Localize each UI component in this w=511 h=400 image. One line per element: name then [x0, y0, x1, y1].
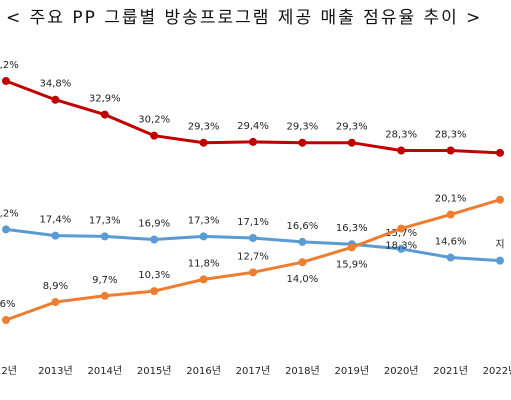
series-1-data-label: 17,4%	[40, 215, 72, 226]
series-2-data-label: 8,9%	[43, 281, 68, 292]
series-0-point	[100, 110, 109, 119]
series-0-point	[298, 138, 307, 147]
series-2-point	[249, 268, 257, 277]
series-2-point	[199, 275, 208, 284]
series-2-point	[397, 224, 406, 233]
series-0-point	[150, 131, 159, 140]
x-tick-label: 2015년	[137, 365, 172, 377]
series-layer: 7,2% 34,8% 32,9% 30,2% 29,3% 29,4% 29,3% 29,3% 2…	[0, 60, 505, 324]
series-1-data-label: 14,6%	[435, 237, 467, 248]
series-0-point	[249, 137, 257, 146]
series-0-data-label: 32,9%	[89, 94, 121, 105]
series-1-point	[199, 232, 208, 241]
series-2-data-label: 20,1%	[435, 194, 467, 205]
series-0-point	[2, 77, 10, 85]
series-2-point	[496, 195, 504, 204]
series-0-data-label: 29,3%	[336, 122, 368, 133]
series-1-point	[496, 256, 504, 265]
series-0-data-label: 30,2%	[138, 115, 170, 126]
series-0-data-label: 7,2%	[0, 60, 19, 71]
series-2-data-label: 15,9%	[336, 259, 368, 270]
series-0-data-label: 29,4%	[237, 121, 269, 132]
series-1-point	[249, 233, 257, 242]
series-0-point	[397, 146, 406, 155]
series-1-point	[51, 231, 60, 240]
x-tick-label: 2020년	[384, 365, 419, 377]
series-2-point	[100, 291, 109, 300]
series-1-data-label: 8,2%	[0, 208, 19, 219]
series-2-point	[2, 316, 10, 324]
series-2-point	[298, 258, 307, 267]
x-tick-label: 2016년	[186, 365, 221, 377]
series-2-data-label: 10,3%	[138, 270, 170, 281]
series-1-point	[2, 225, 10, 234]
chart-title: < 주요 PP 그룹별 방송프로그램 제공 매출 점유율 추이 >	[6, 8, 483, 28]
series-2-point	[347, 243, 356, 252]
series-2-data-label: 11,8%	[188, 258, 220, 269]
series-1-data-label: 16,6%	[287, 221, 319, 232]
x-axis-ticks: 12년 2013년 2014년 2015년 2016년 2017년 2018년 2019년 20…	[0, 365, 511, 377]
x-tick-label: 2022년	[483, 365, 511, 377]
series-1-point	[397, 244, 406, 253]
series-0-data-label: 29,3%	[287, 122, 319, 133]
series-2-data-label: 18,3%	[385, 241, 417, 252]
series-2-data-label: 12,7%	[237, 251, 269, 262]
series-2-data-label: 14,0%	[287, 274, 319, 285]
series-0-data-label: 28,3%	[435, 130, 467, 141]
x-tick-label: 2014년	[87, 365, 122, 377]
series-1-data-label: 17,1%	[237, 217, 269, 228]
series-1-data-label: 17,3%	[188, 215, 220, 226]
series-0-point	[199, 138, 208, 147]
series-2-data-label: 9,7%	[92, 275, 117, 286]
series-2-point	[51, 298, 60, 307]
series-0-data-label: 28,3%	[385, 130, 417, 141]
x-tick-label: 2021년	[433, 365, 468, 377]
series-1-point	[446, 253, 455, 262]
x-tick-label: 2017년	[236, 365, 271, 377]
series-0-point	[347, 138, 356, 147]
x-tick-label: 2018년	[285, 365, 320, 377]
series-0-point	[496, 148, 504, 157]
series-1-point	[100, 232, 109, 241]
series-1-data-label: 17,3%	[89, 215, 121, 226]
series-0-point	[51, 95, 60, 104]
series-1-point	[150, 235, 159, 244]
x-tick-label: 12년	[0, 365, 17, 377]
series-0-data-label: 29,3%	[188, 122, 220, 133]
series-1-data-label: 16,3%	[336, 223, 368, 234]
series-1-data-label: 지	[495, 239, 504, 251]
series-1-point	[298, 237, 307, 246]
series-2-data-label: ,6%	[0, 299, 16, 310]
series-2-point	[150, 287, 159, 296]
x-tick-label: 2019년	[334, 365, 369, 377]
series-1-data-label: 15,7%	[385, 228, 417, 239]
series-0-point	[446, 146, 455, 155]
series-2-point	[446, 210, 455, 219]
series-1-data-label: 16,9%	[138, 219, 170, 230]
series-0-data-label: 34,8%	[40, 79, 72, 90]
x-tick-label: 2013년	[38, 365, 73, 377]
